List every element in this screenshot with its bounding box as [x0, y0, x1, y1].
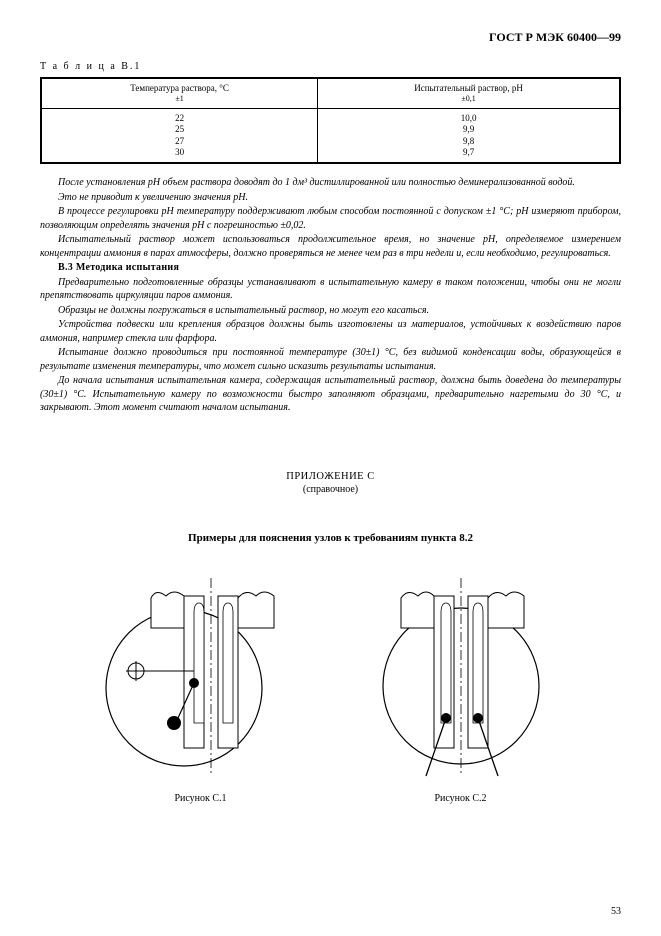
table-row: 30 9,7	[41, 147, 620, 163]
figure-caption: Рисунок С.2	[434, 792, 486, 805]
table-header: Температура раствора, °С ±1	[41, 78, 318, 109]
figure-caption: Рисунок С.1	[174, 792, 226, 805]
paragraph: В.3 Методика испытания	[40, 261, 621, 275]
table-row: 25 9,9	[41, 124, 620, 135]
table-cell: 27	[41, 136, 318, 147]
paragraph: Предварительно подготовленные образцы ус…	[40, 276, 621, 303]
table-cell: 9,7	[318, 147, 620, 163]
diagram-icon	[96, 568, 306, 778]
examples-title: Примеры для пояснения узлов к требования…	[40, 531, 621, 545]
paragraph: Образцы не должны погружаться в испытате…	[40, 304, 621, 318]
diagram-icon	[356, 568, 566, 778]
paragraph: Это не приводит к увеличению значения pH…	[40, 191, 621, 205]
table-cell: 30	[41, 147, 318, 163]
table-row: 27 9,8	[41, 136, 620, 147]
data-table: Температура раствора, °С ±1 Испытательны…	[40, 77, 621, 165]
table-cell: 25	[41, 124, 318, 135]
document-id: ГОСТ Р МЭК 60400—99	[40, 30, 621, 46]
table-row: 22 10,0	[41, 109, 620, 125]
appendix-header: ПРИЛОЖЕНИЕ С (справочное)	[40, 470, 621, 497]
paragraph: После установления pH объем раствора дов…	[40, 176, 621, 190]
paragraph: Испытание должно проводиться при постоян…	[40, 346, 621, 373]
table-cell: 22	[41, 109, 318, 125]
figure-c2: Рисунок С.2	[356, 568, 566, 805]
body-text: После установления pH объем раствора дов…	[40, 176, 621, 415]
table-label: Т а б л и ц а В.1	[40, 60, 621, 73]
paragraph: Испытательный раствор может использовать…	[40, 233, 621, 260]
paragraph: В процессе регулировки pH температуру по…	[40, 205, 621, 232]
figure-c1: Рисунок С.1	[96, 568, 306, 805]
page: ГОСТ Р МЭК 60400—99 Т а б л и ц а В.1 Те…	[0, 0, 661, 936]
table-cell: 10,0	[318, 109, 620, 125]
paragraph: До начала испытания испытательная камера…	[40, 374, 621, 415]
appendix-note: (справочное)	[40, 483, 621, 496]
table-header: Испытательный раствор, pH ±0,1	[318, 78, 620, 109]
figures-row: Рисунок С.1	[40, 568, 621, 805]
table-cell: 9,8	[318, 136, 620, 147]
appendix-title: ПРИЛОЖЕНИЕ С	[40, 470, 621, 484]
page-number: 53	[611, 905, 621, 918]
paragraph: Устройства подвески или крепления образц…	[40, 318, 621, 345]
table-cell: 9,9	[318, 124, 620, 135]
